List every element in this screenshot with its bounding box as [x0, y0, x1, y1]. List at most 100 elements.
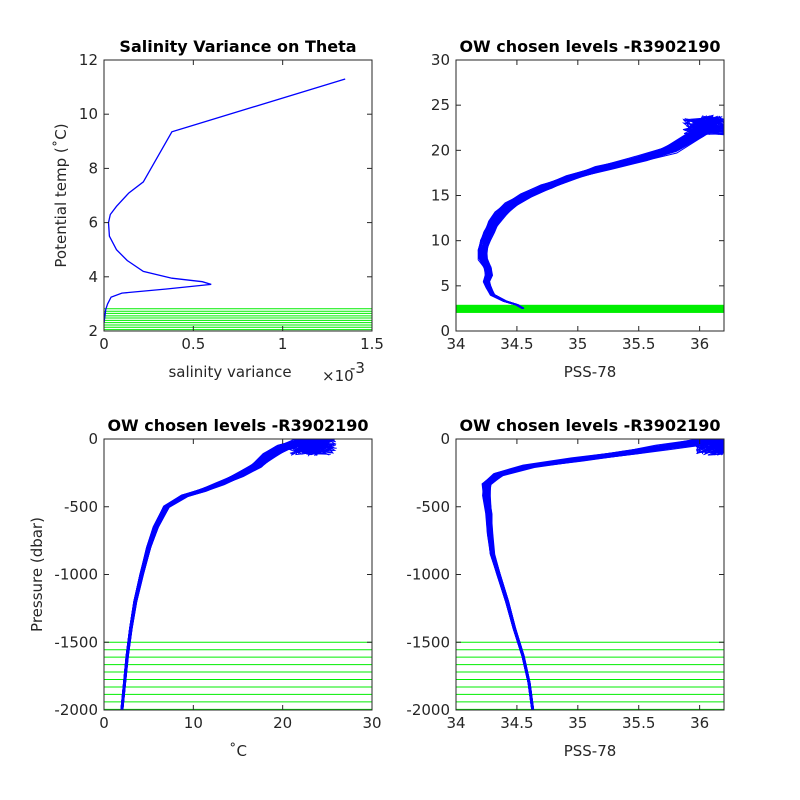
profile-line: [121, 439, 317, 710]
profile-line: [481, 439, 724, 710]
x-tick-label: 35: [568, 714, 587, 732]
profile-line: [483, 439, 724, 710]
profile-line: [487, 440, 724, 710]
x-axis-label: ˚C: [229, 742, 247, 760]
profile-line: [480, 120, 724, 309]
x-axis-exponent: ×10: [322, 367, 354, 385]
plot-area: [456, 439, 724, 710]
y-tick-label: 15: [431, 187, 450, 205]
profile-line: [484, 116, 724, 309]
panel-2: 34 34.5 35 35.5 36 0 5 10 15 20 25 30 OW chosen leve…: [431, 37, 725, 381]
y-axis-label: Pressure (dbar): [28, 517, 46, 632]
plot-area: [456, 114, 724, 313]
x-tick-label: 35.5: [622, 714, 655, 732]
profile-line: [482, 439, 724, 710]
x-tick-label: 0: [99, 714, 109, 732]
x-tick-label: 35.5: [622, 335, 655, 353]
profile-line: [486, 439, 724, 710]
profile-line: [484, 119, 724, 309]
chart-title: OW chosen levels -R3902190: [459, 416, 720, 435]
profile-line: [121, 439, 322, 710]
profile-line: [485, 118, 724, 309]
x-tick-label: 35: [568, 335, 587, 353]
profile-line: [486, 439, 724, 710]
axes-box: [455, 59, 725, 332]
x-tick-label: 36: [690, 335, 709, 353]
y-tick-label: 2: [88, 322, 98, 340]
profile-line: [483, 439, 724, 710]
profile-line: [121, 441, 323, 710]
y-tick-label: 4: [88, 268, 98, 286]
profile-line: [486, 439, 724, 710]
profile-line: [485, 439, 724, 710]
x-tick-label: 30: [362, 714, 381, 732]
y-tick-label: 10: [431, 232, 450, 250]
profile-line: [120, 439, 333, 710]
axes-box: [103, 59, 373, 332]
profile-line: [482, 119, 724, 309]
profile-line: [482, 439, 723, 710]
profile-line: [120, 439, 311, 710]
y-tick-label: -500: [64, 498, 98, 516]
x-tick-label: 34.5: [500, 335, 533, 353]
x-axis-label: salinity variance: [168, 363, 291, 381]
profile-line: [484, 439, 722, 710]
y-tick-label: 10: [79, 105, 98, 123]
x-tick-label: 34: [446, 714, 465, 732]
profile-line: [480, 116, 724, 309]
profile-line: [484, 439, 724, 710]
profile-line: [484, 439, 720, 710]
profile-line: [121, 439, 321, 710]
series-line: [104, 78, 346, 323]
y-tick-label: 5: [440, 277, 450, 295]
profile-line: [121, 439, 327, 710]
profile-line: [487, 439, 724, 710]
profile-line: [482, 439, 724, 710]
profile-line: [121, 439, 320, 710]
profile-line: [121, 439, 320, 710]
profile-line: [484, 117, 724, 309]
profile-line: [481, 116, 724, 309]
profile-line: [486, 439, 724, 710]
y-tick-label: 30: [431, 51, 450, 69]
profile-line: [483, 439, 723, 710]
chart-title: OW chosen levels -R3902190: [459, 37, 720, 56]
panel-3: 0 10 20 30 -2000 -1500 -1000 -500 0 OW chosen lev…: [28, 416, 382, 760]
profile-line: [121, 439, 333, 710]
profile-line: [122, 439, 325, 710]
profile-line: [483, 115, 724, 309]
profile-line: [487, 439, 724, 710]
profile-line: [121, 439, 321, 710]
profile-line: [121, 439, 320, 710]
x-tick-label: 0: [99, 335, 109, 353]
profile-line: [121, 439, 324, 710]
profile-line: [482, 439, 724, 710]
profile-line: [121, 439, 319, 710]
y-tick-label: 12: [79, 51, 98, 69]
profile-line: [478, 116, 724, 309]
profile-line: [485, 439, 724, 710]
profile-line: [483, 439, 724, 710]
panel-1: 0 0.5 1 1.5 2 4 6 8 10 12 Salinity Variance on The…: [52, 37, 384, 385]
profile-line: [485, 439, 724, 710]
profile-line: [121, 439, 323, 710]
profile-line: [480, 115, 724, 309]
x-axis-label: PSS-78: [564, 742, 617, 760]
profile-line: [482, 116, 724, 309]
chosen-level-band: [456, 304, 724, 313]
profile-line: [485, 118, 724, 309]
profile-line: [485, 440, 724, 710]
y-tick-label: -2000: [54, 701, 98, 719]
profile-line: [121, 439, 324, 710]
profile-line: [483, 439, 724, 710]
profile-line: [483, 118, 724, 309]
profile-line: [487, 439, 724, 710]
profile-line: [479, 120, 724, 309]
profile-line: [486, 439, 724, 710]
y-tick-label: 0: [88, 430, 98, 448]
profile-line: [483, 439, 713, 710]
y-tick-label: -1000: [406, 566, 450, 584]
profile-line: [120, 439, 320, 710]
x-tick-label: 20: [273, 714, 292, 732]
x-axis-label: PSS-78: [564, 363, 617, 381]
